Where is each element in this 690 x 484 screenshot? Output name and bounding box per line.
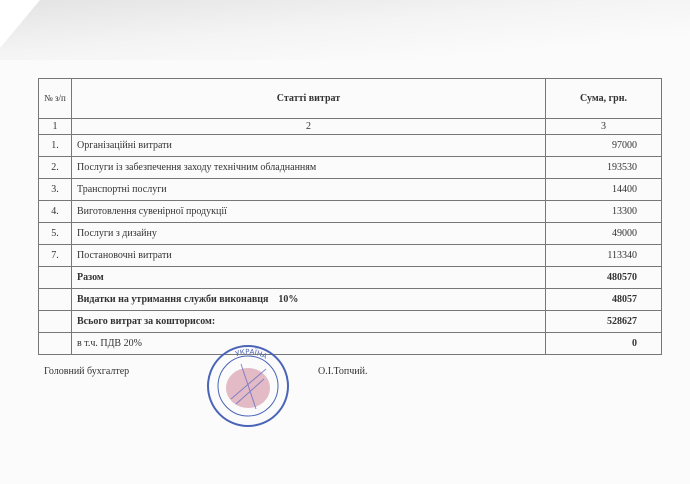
scan-corner [0, 0, 40, 48]
row-item: Транспортні послуги [71, 178, 546, 201]
empty-cell [38, 266, 72, 289]
empty-cell [38, 310, 72, 333]
table-row: 1. Організаційні витрати 97000 [38, 134, 662, 157]
row-number: 1. [38, 134, 72, 157]
table-row: 3. Транспортні послуги 14400 [38, 178, 662, 201]
row-sum: 193530 [545, 156, 662, 179]
total-row-subtotal: Разом 480570 [38, 266, 662, 289]
total-row-vat: в т.ч. ПДВ 20% 0 [38, 332, 662, 355]
total-label: Всього витрат за кошторисом: [71, 310, 546, 333]
total-label: Видатки на утримання служби виконавця 10… [71, 288, 546, 311]
col-item-header: Статті витрат [71, 78, 546, 119]
table-row: 2. Послуги із забезпечення заходу технічн… [38, 156, 662, 179]
row-number: 7. [38, 244, 72, 267]
row-item: Організаційні витрати [71, 134, 546, 157]
row-number: 5. [38, 222, 72, 245]
total-row-grand: Всього витрат за кошторисом: 528627 [38, 310, 662, 333]
col-number-header: № з/п [38, 78, 72, 119]
empty-cell [38, 288, 72, 311]
row-item: Постановочні витрати [71, 244, 546, 267]
row-number: 4. [38, 200, 72, 223]
total-sum: 528627 [545, 310, 662, 333]
row-item: Виготовлення сувенірної продукції [71, 200, 546, 223]
table-row: 5. Послуги з дизайну 49000 [38, 222, 662, 245]
table-header: № з/п Статті витрат Сума, грн. [38, 78, 662, 119]
index-row: 1 2 3 [38, 118, 662, 135]
total-sum: 0 [545, 332, 662, 355]
row-sum: 113340 [545, 244, 662, 267]
row-sum: 14400 [545, 178, 662, 201]
index-cell: 3 [545, 118, 662, 135]
empty-cell [38, 332, 72, 355]
index-cell: 2 [71, 118, 546, 135]
official-stamp: УКРАЇНА [207, 345, 289, 427]
scan-shadow [0, 0, 690, 60]
row-sum: 49000 [545, 222, 662, 245]
row-number: 3. [38, 178, 72, 201]
row-sum: 13300 [545, 200, 662, 223]
row-number: 2. [38, 156, 72, 179]
signature-name: О.І.Топчий. [318, 366, 368, 377]
table-row: 7. Постановочні витрати 113340 [38, 244, 662, 267]
total-sum: 48057 [545, 288, 662, 311]
total-label: в т.ч. ПДВ 20% [71, 332, 546, 355]
row-item: Послуги з дизайну [71, 222, 546, 245]
signature-role: Головний бухгалтер [44, 366, 130, 377]
index-cell: 1 [38, 118, 72, 135]
row-sum: 97000 [545, 134, 662, 157]
expense-table: № з/п Статті витрат Сума, грн. 1 2 3 1. О… [38, 78, 662, 355]
total-row-service: Видатки на утримання служби виконавця 10… [38, 288, 662, 311]
total-sum: 480570 [545, 266, 662, 289]
table-row: 4. Виготовлення сувенірної продукції 13300 [38, 200, 662, 223]
row-item: Послуги із забезпечення заходу технічним… [71, 156, 546, 179]
col-sum-header: Сума, грн. [545, 78, 662, 119]
total-label: Разом [71, 266, 546, 289]
